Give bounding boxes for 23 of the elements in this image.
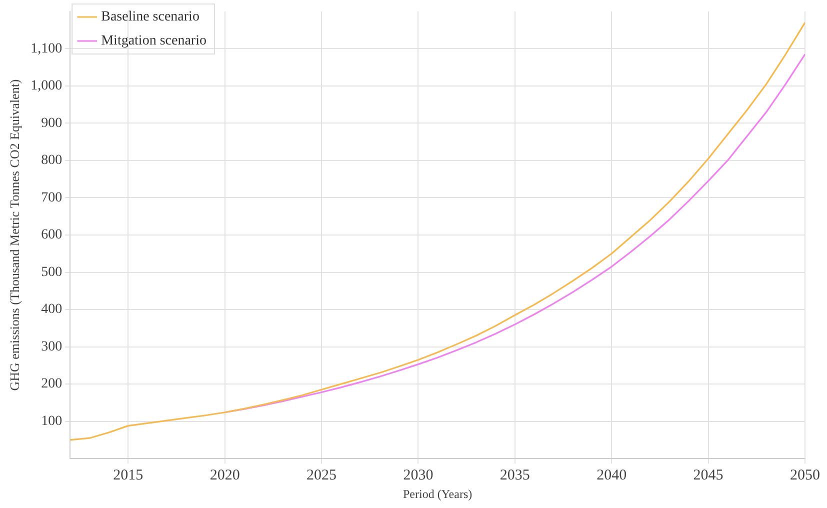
y-tick-label: 900 [41, 116, 62, 131]
x-tick-label: 2025 [306, 468, 337, 484]
legend-label: Mitgation scenario [101, 34, 206, 49]
y-tick-label: 500 [41, 264, 62, 280]
x-tick-label: 2030 [403, 468, 434, 484]
y-axis-title: GHG emissions (Thousand Metric Tonnes CO2 Equivalent) [7, 79, 22, 391]
legend-label: Baseline scenario [101, 10, 200, 25]
y-tick-label: 200 [41, 376, 62, 392]
y-tick-label: 800 [41, 153, 62, 168]
x-tick-label: 2040 [596, 468, 627, 484]
y-tick-label: 300 [41, 339, 62, 354]
x-tick-label: 2015 [113, 468, 144, 484]
y-tick-label: 400 [41, 302, 62, 318]
x-tick-label: 2050 [790, 468, 820, 484]
x-tick-label: 2045 [693, 468, 724, 484]
x-axis-title: Period (Years) [402, 486, 472, 501]
y-tick-label: 600 [41, 228, 62, 243]
x-tick-label: 2020 [210, 468, 240, 484]
y-tick-label: 700 [41, 190, 62, 206]
y-tick-label: 1,000 [30, 78, 62, 94]
y-tick-label: 100 [41, 414, 62, 430]
x-tick-label: 2035 [500, 468, 530, 484]
y-tick-label: 1,100 [30, 41, 62, 56]
